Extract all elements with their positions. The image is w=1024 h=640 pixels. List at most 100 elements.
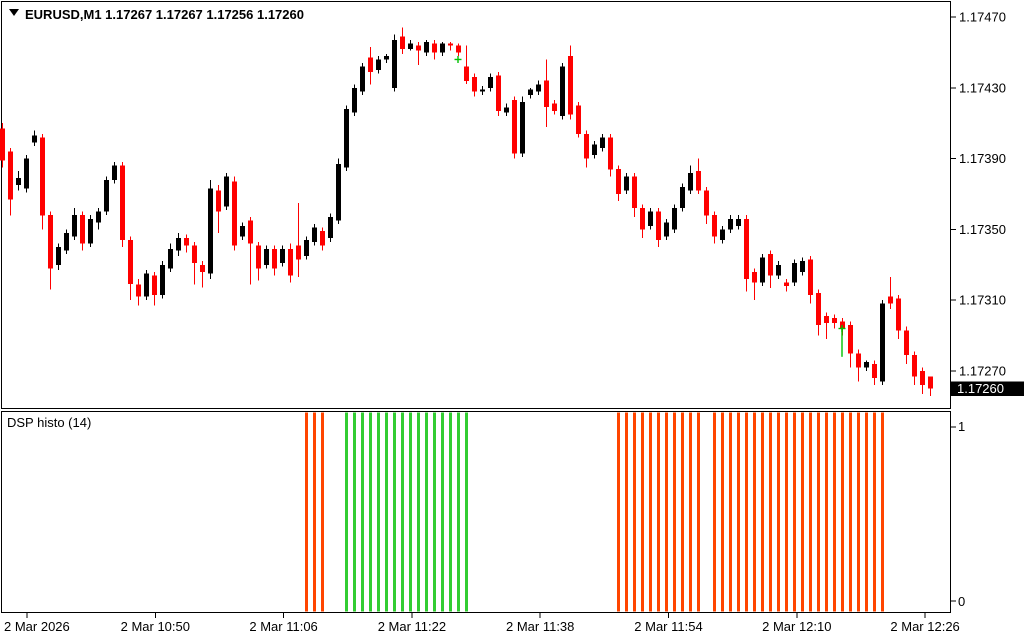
price-axis-label: 1.17470 [959, 10, 1006, 25]
page-title: EURUSD,M1 1.17267 1.17267 1.17256 1.1726… [25, 7, 304, 22]
candle [32, 135, 37, 143]
candle [744, 218, 749, 279]
candle [440, 43, 445, 53]
candle [328, 217, 333, 239]
histogram-bar [761, 412, 764, 612]
histogram-bar [857, 412, 860, 612]
candle [272, 248, 277, 269]
candle [760, 257, 765, 283]
histogram-bar [369, 412, 372, 612]
histogram-bar [721, 412, 724, 612]
candle [224, 176, 229, 207]
time-axis-label: 2 Mar 11:06 [249, 619, 317, 634]
candle [80, 215, 85, 244]
candle [768, 254, 773, 276]
histogram-bar [377, 412, 380, 612]
signal-plus-icon [454, 55, 462, 63]
candle [40, 137, 45, 216]
candle [896, 298, 901, 331]
candle [912, 355, 917, 377]
candle [408, 43, 413, 49]
candle [416, 45, 421, 51]
candle-wick [250, 217, 251, 285]
histogram-bar [617, 412, 620, 612]
candle [240, 225, 245, 237]
candle [48, 215, 53, 269]
candle [352, 87, 357, 113]
histogram-bar [753, 412, 756, 612]
histogram-bar [433, 412, 436, 612]
candle [792, 263, 797, 283]
candle [544, 80, 549, 108]
time-axis[interactable]: 2 Mar 2026 2 Mar 10:50 2 Mar 11:06 2 Mar 11… [4, 613, 960, 634]
candle [152, 275, 157, 295]
candle [552, 103, 557, 111]
time-axis-label: 2 Mar 11:22 [378, 619, 446, 634]
histogram-bar [441, 412, 444, 612]
candle [688, 172, 693, 191]
histogram-bar [841, 412, 844, 612]
candle [472, 77, 477, 92]
candle [72, 215, 77, 237]
indicator-name-label: DSP histo (14) [7, 415, 91, 430]
main-chart-pane[interactable] [1, 1, 951, 409]
price-axis-label: 1.17270 [959, 364, 1006, 379]
candle [584, 133, 589, 159]
candle [680, 186, 685, 209]
histogram-bar [409, 412, 412, 612]
candle [296, 245, 301, 260]
histogram-bar [305, 412, 308, 612]
candle [824, 316, 829, 324]
indicator-pane[interactable] [1, 411, 951, 613]
price-axis[interactable]: 1.17470 1.17430 1.17390 1.17350 1.17310 1.172… [950, 10, 1024, 397]
candle [856, 353, 861, 368]
histogram-bar [809, 412, 812, 612]
candle [320, 231, 325, 246]
candle-wick [466, 45, 467, 85]
candle-wick [754, 268, 755, 301]
histogram-bar [657, 412, 660, 612]
candle [608, 137, 613, 170]
candle [376, 59, 381, 71]
candle [640, 208, 645, 230]
candle [928, 376, 933, 389]
price-axis-label: 1.17390 [959, 151, 1006, 166]
candle [496, 75, 501, 111]
histogram-bar [689, 412, 692, 612]
histogram-bar [449, 412, 452, 612]
candle [344, 109, 349, 168]
candle [104, 179, 109, 212]
candle [920, 371, 925, 386]
histogram-bar [769, 412, 772, 612]
histogram-bar [313, 412, 316, 612]
histogram-bar [633, 412, 636, 612]
candle [208, 188, 213, 274]
candle [56, 247, 61, 265]
time-axis-label: 2 Mar 2026 [4, 619, 70, 634]
candle [312, 227, 317, 242]
candle [816, 293, 821, 325]
candle [696, 171, 701, 191]
candle [120, 165, 125, 240]
candle [464, 66, 469, 81]
candle [648, 211, 653, 226]
histogram-bar [353, 412, 356, 612]
histogram-bar [673, 412, 676, 612]
histogram-bar [385, 412, 388, 612]
price-axis-label: 1.17350 [959, 222, 1006, 237]
candle [880, 303, 885, 382]
histogram-bar [881, 412, 884, 612]
histogram-bar [873, 412, 876, 612]
candle [784, 282, 789, 286]
histogram-bar [457, 412, 460, 612]
histogram-bar [865, 412, 868, 612]
candle [256, 245, 261, 269]
candle [136, 284, 141, 297]
candle [568, 55, 573, 115]
candle-wick [202, 261, 203, 288]
candle-wick [194, 241, 195, 285]
indicator-scale-max-label: 1 [958, 419, 965, 434]
candle [504, 107, 509, 113]
histogram-bar [361, 412, 364, 612]
